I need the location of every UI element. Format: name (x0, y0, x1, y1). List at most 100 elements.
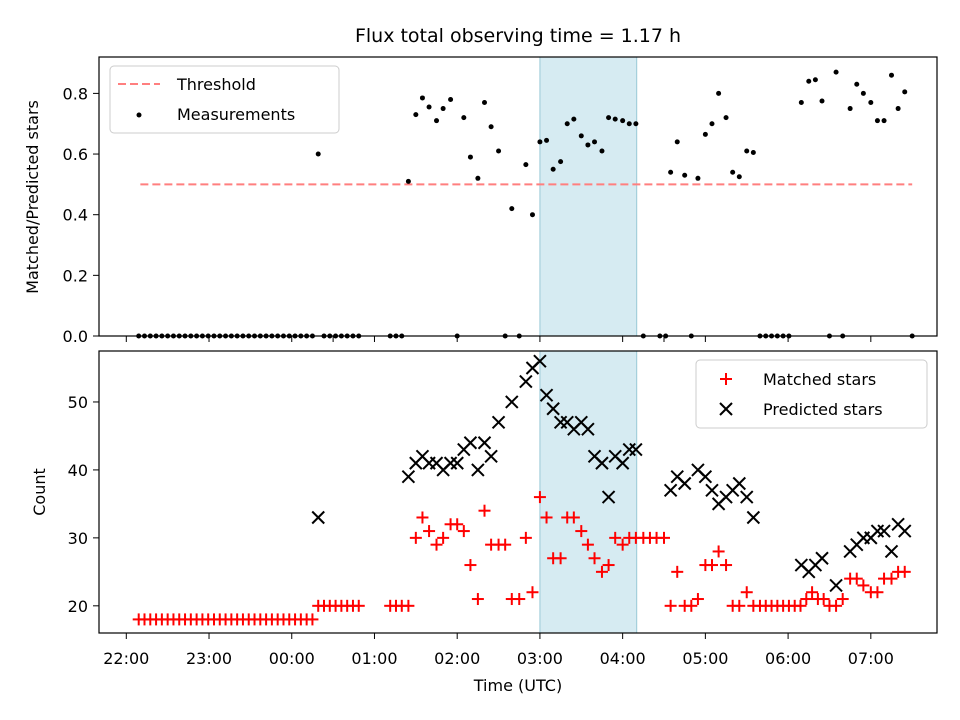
predicted-point (471, 463, 485, 477)
matched-point (664, 599, 677, 612)
measurement-point (315, 151, 321, 157)
predicted-point (677, 476, 692, 491)
measurement-point (881, 118, 887, 124)
matched-point (595, 565, 608, 578)
measurement-point (874, 118, 880, 124)
predicted-point (877, 524, 891, 538)
measurement-point (798, 99, 804, 105)
predicted-legend-label: Predicted stars (763, 400, 883, 419)
matched-point (885, 572, 898, 585)
matched-point (540, 511, 553, 524)
predicted-point (463, 436, 478, 450)
x-tick-label: 01:00 (351, 649, 397, 668)
measurement-point (467, 154, 473, 160)
predicted-point (884, 544, 899, 559)
bottom-shaded-region (539, 350, 638, 634)
matched-point (575, 525, 588, 538)
measurement-point (606, 115, 612, 121)
bottom-y-axis-ticks: 20 30 40 50 (68, 393, 99, 616)
x-tick-label: 22:00 (103, 649, 149, 668)
matched-point (464, 559, 477, 572)
measurement-point (633, 121, 639, 127)
measurement-point (592, 139, 598, 145)
matched-point (352, 599, 365, 612)
matched-point (409, 531, 422, 544)
measurement-point (620, 118, 626, 124)
threshold-legend-label: Threshold (176, 75, 256, 94)
matched-point (478, 504, 491, 517)
matched-legend-marker (720, 373, 732, 385)
measurement-point (599, 148, 605, 154)
matched-point (306, 613, 319, 626)
y-tick-label: 30 (68, 529, 88, 548)
measurement-point (889, 72, 895, 78)
measurement-point (750, 150, 756, 156)
measurement-point (682, 172, 688, 178)
matched-point (685, 599, 698, 612)
x-tick-label: 23:00 (186, 649, 232, 668)
y-tick-label: 0.4 (63, 206, 88, 225)
measurement-point (902, 89, 908, 95)
predicted-point (898, 524, 912, 538)
top-y-axis-label: Matched/Predicted stars (23, 100, 42, 294)
y-tick-label: 0.6 (63, 145, 88, 164)
matched-point (720, 559, 733, 572)
measurement-point (481, 99, 487, 105)
matched-point (437, 531, 450, 544)
matched-point (712, 545, 725, 558)
measurement-point (833, 69, 839, 75)
measurement-point (544, 137, 550, 143)
predicted-point (491, 415, 506, 430)
matched-point (817, 593, 830, 606)
matched-point (471, 593, 484, 606)
predicted-point (519, 374, 533, 389)
x-tick-label: 05:00 (682, 649, 728, 668)
measurement-point (475, 175, 481, 181)
matched-point (416, 511, 429, 524)
top-x-axis-ticks (125, 336, 872, 342)
predicted-point (746, 510, 761, 525)
matched-point (800, 593, 813, 606)
matched-point (423, 525, 436, 538)
measurement-point (496, 148, 502, 154)
measurement-point (819, 98, 825, 104)
bottom-panel: 20 30 40 50 22:00 23:00 00:00 01:00 02:00 03:00 0… (30, 350, 938, 695)
predicted-point (450, 456, 464, 470)
matched-point (533, 491, 546, 504)
bottom-y-axis-label: Count (30, 468, 49, 516)
predicted-point (732, 476, 746, 491)
x-tick-label: 06:00 (765, 649, 811, 668)
predicted-point (505, 395, 519, 409)
measurement-point (585, 142, 591, 148)
matched-point (616, 538, 629, 551)
matched-point (850, 572, 863, 585)
measurement-point (440, 106, 446, 112)
measurement-point (461, 115, 467, 121)
predicted-point (533, 354, 547, 368)
matched-point (588, 552, 601, 565)
matched-point (567, 511, 580, 524)
matched-point (705, 559, 718, 572)
measurements-legend-marker (136, 112, 142, 118)
measurement-point (736, 174, 742, 180)
top-axes-frame (98, 56, 938, 337)
matched-point (451, 518, 464, 531)
x-tick-label: 00:00 (269, 649, 315, 668)
matched-point (457, 525, 470, 538)
matched-point (857, 579, 870, 592)
measurement-point (847, 106, 853, 112)
measurement-point (571, 116, 577, 122)
top-shaded-region (539, 56, 638, 337)
matched-point (871, 586, 884, 599)
bottom-legend-box (695, 359, 928, 429)
bottom-x-axis-label: Time (UTC) (473, 676, 562, 695)
y-tick-label: 0.0 (63, 327, 88, 346)
predicted-point (601, 490, 616, 504)
matched-point (430, 538, 443, 551)
matched-point (402, 599, 415, 612)
predicted-point (740, 490, 754, 504)
measurement-point (723, 115, 729, 121)
measurement-point (405, 178, 411, 184)
matched-point (519, 531, 532, 544)
bottom-x-axis-ticks: 22:00 23:00 00:00 01:00 02:00 03:00 04:00 05:00… (103, 633, 894, 668)
